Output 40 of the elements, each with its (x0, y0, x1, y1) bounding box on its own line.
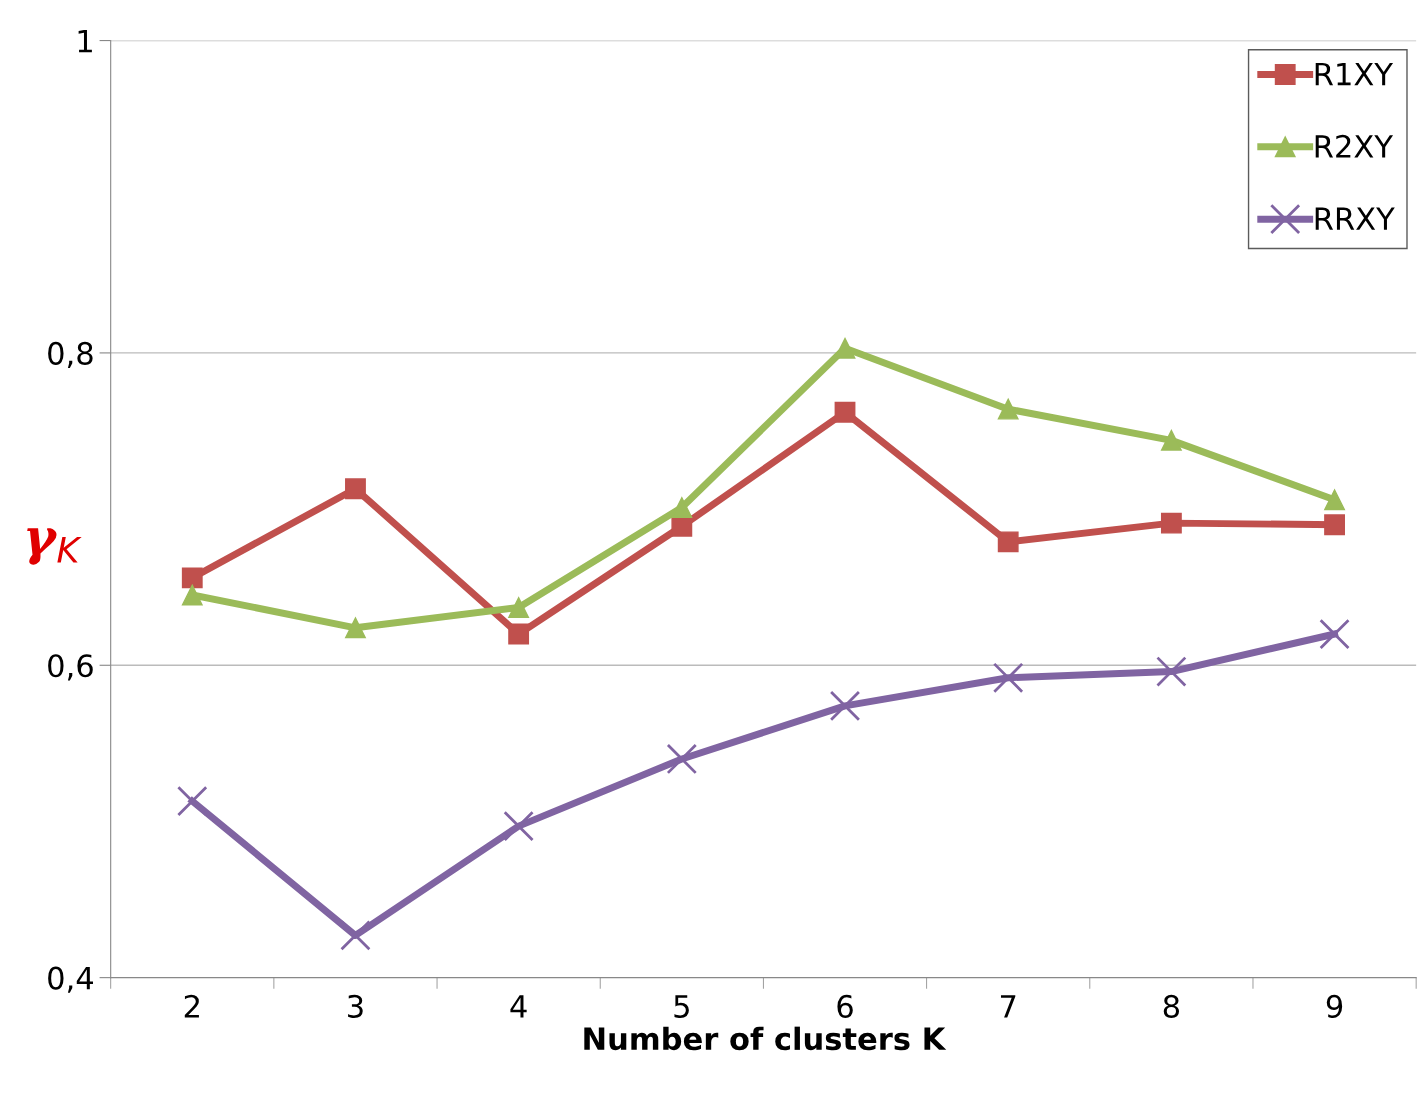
x-tick-label: 9 (1326, 994, 1343, 1018)
point (997, 398, 1019, 420)
point (1324, 489, 1345, 511)
legend-label: R2XY (1315, 134, 1394, 158)
x-tick-label: 3 (348, 994, 363, 1018)
y-tick-label: 0,6 (48, 654, 93, 681)
x-tick-label: 7 (1000, 995, 1016, 1018)
point (829, 690, 861, 722)
legend-label: RRXY (1315, 207, 1395, 230)
point (671, 497, 693, 518)
point (997, 531, 1019, 553)
y-axis-title: γ$_{K}$ (27, 528, 82, 565)
point (503, 810, 534, 842)
point (1324, 514, 1345, 536)
point (345, 478, 366, 500)
point (992, 662, 1024, 694)
x-axis-title: Number of clusters K (584, 1026, 947, 1051)
y-tick-label: 0,8 (48, 341, 93, 369)
x-tick-label: 4 (510, 995, 527, 1018)
point (1156, 656, 1187, 687)
x-tick-label: 5 (674, 995, 689, 1018)
x-tick-label: 6 (837, 994, 853, 1018)
point (1160, 429, 1182, 451)
point (1319, 618, 1350, 650)
point (181, 584, 203, 606)
point (1160, 512, 1182, 534)
x-tick-label: 8 (1163, 994, 1180, 1018)
point (666, 743, 698, 775)
y-tick-label: 1 (78, 29, 92, 53)
point (671, 515, 693, 537)
point (834, 401, 856, 423)
legend-label: R1XY (1315, 62, 1394, 86)
point (340, 920, 371, 951)
point (345, 617, 366, 639)
x-tick-label: 2 (184, 994, 199, 1018)
y-tick-label: 0,4 (48, 966, 93, 993)
point (508, 623, 530, 645)
point (181, 567, 203, 589)
point (177, 785, 208, 817)
point (508, 597, 530, 618)
